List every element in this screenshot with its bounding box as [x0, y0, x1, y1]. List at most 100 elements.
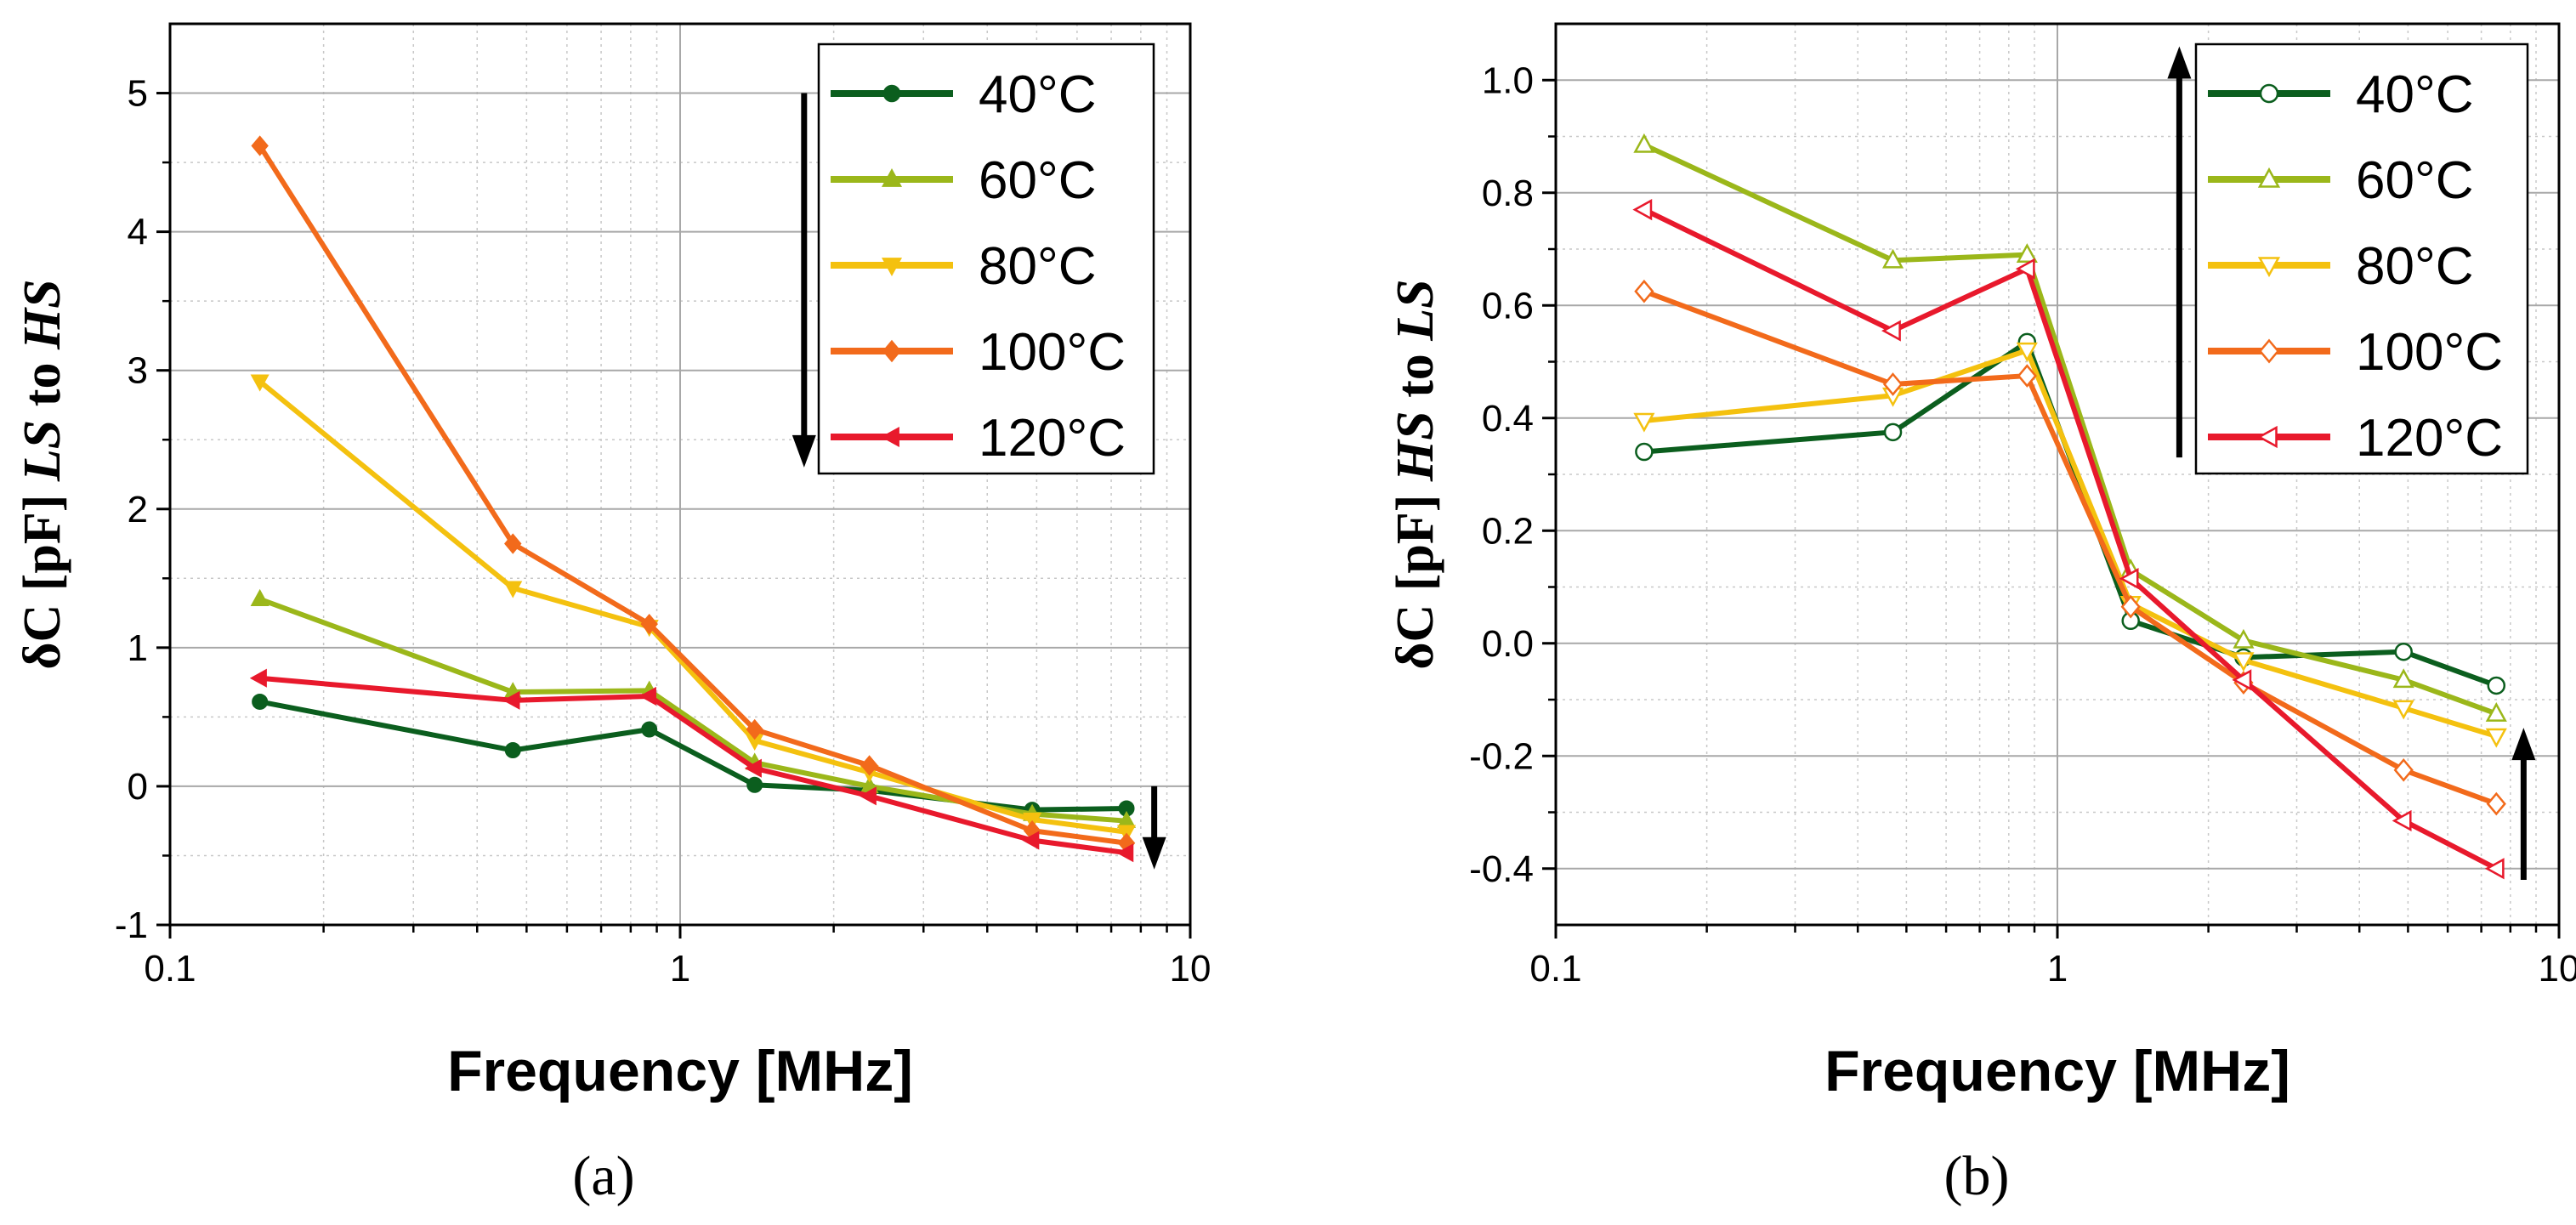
data-point — [859, 786, 877, 806]
legend-marker — [2257, 257, 2281, 278]
data-point — [860, 755, 878, 776]
x-tick-label: 0.1 — [144, 948, 196, 990]
ticks: 0.1 1 10 -1 0 1 2 3 4 5 — [115, 73, 1211, 990]
y-tick-label: 0.8 — [1482, 173, 1534, 214]
legend-marker — [882, 339, 902, 363]
data-point — [2486, 791, 2506, 816]
x-tick-label: 1 — [2047, 948, 2068, 990]
y-tick-label: 0.4 — [1482, 398, 1534, 440]
series-60°C — [250, 588, 1137, 828]
data-point — [1634, 279, 1654, 303]
data-point — [746, 776, 763, 793]
arrow-up-0-head — [2167, 46, 2192, 79]
arrow-down-0-head — [792, 434, 816, 468]
legend-label: 120°C — [2356, 409, 2503, 468]
legend-label: 120°C — [979, 409, 1126, 468]
x-tick-label: 1 — [670, 948, 690, 990]
legend-marker — [881, 258, 903, 276]
y-axis-title-part: HS — [14, 279, 71, 350]
legend-label: 100°C — [979, 323, 1126, 382]
y-axis-title: δC [pF] HS to LS — [1387, 279, 1444, 669]
legend-label: 60°C — [2356, 151, 2474, 210]
legend-label: 60°C — [979, 151, 1097, 210]
data-point — [250, 374, 270, 392]
data-point — [2119, 567, 2139, 590]
data-point — [2015, 258, 2035, 280]
legend-label: 40°C — [2356, 65, 2474, 124]
data-point — [2233, 652, 2255, 672]
y-tick-label: 5 — [128, 73, 148, 115]
y-tick-label: 0.0 — [1482, 623, 1534, 665]
data-point — [2485, 728, 2507, 748]
data-point — [502, 690, 520, 710]
legend-marker — [2256, 425, 2278, 449]
legend-box — [2194, 43, 2529, 475]
y-tick-label: 3 — [128, 350, 148, 392]
data-point — [2394, 642, 2413, 661]
data-point — [2487, 676, 2506, 695]
y-axis-title-part: HS — [1387, 411, 1444, 482]
panel-label: (a) — [572, 1145, 634, 1207]
data-point — [2017, 364, 2037, 388]
x-tick-label: 10 — [1170, 948, 1211, 990]
y-tick-label: 2 — [128, 489, 148, 530]
data-point — [2392, 700, 2414, 720]
y-axis-title-part: to — [1387, 341, 1444, 411]
data-point — [1881, 320, 1901, 342]
data-point — [2016, 342, 2038, 362]
y-tick-label: -0.2 — [1469, 735, 1534, 777]
data-point — [638, 686, 656, 706]
y-tick-label: 0.6 — [1482, 285, 1534, 326]
arrow-down-1-head — [1142, 837, 1166, 870]
data-point — [252, 693, 269, 710]
y-tick-label: 0 — [128, 766, 148, 808]
chart-panel-b: 0.1 1 10 -0.4 -0.2 0.0 0.2 0.4 0.6 0.8 1.0 Frequenc… — [1387, 22, 2576, 1207]
series-40°C — [252, 693, 1135, 819]
data-point — [640, 613, 658, 635]
legend-marker — [2257, 167, 2281, 188]
legend-marker — [881, 168, 903, 187]
series-120°C — [1632, 199, 2505, 880]
data-point — [2392, 809, 2412, 832]
arrow-up-1-head — [2511, 728, 2536, 761]
y-tick-label: 1 — [128, 627, 148, 669]
trend-arrows — [792, 93, 1166, 870]
legend-label: 40°C — [979, 65, 1097, 124]
x-tick-label: 0.1 — [1529, 948, 1581, 990]
legend-marker — [882, 84, 901, 103]
x-axis-title: Frequency [MHz] — [1824, 1039, 2290, 1103]
data-point — [2016, 243, 2038, 263]
y-axis-title: δC [pF] LS to HS — [14, 279, 71, 669]
data-point — [2484, 858, 2505, 880]
legend-marker — [2258, 338, 2280, 364]
legend-label: 80°C — [2356, 237, 2474, 296]
legend: 40°C 60°C 80°C 100°C 120°C — [817, 43, 1155, 475]
legend-label: 100°C — [2356, 323, 2503, 382]
y-axis-title-part: LS — [1387, 279, 1444, 341]
data-point — [1633, 133, 1655, 153]
legend-box — [817, 43, 1155, 475]
y-tick-label: 4 — [128, 212, 148, 253]
x-axis-title: Frequency [MHz] — [447, 1039, 913, 1103]
data-point — [1633, 412, 1655, 433]
y-axis-title-part: to — [14, 349, 71, 420]
y-tick-label: 0.2 — [1482, 510, 1534, 552]
data-point — [249, 668, 267, 688]
y-tick-label: -1 — [115, 905, 148, 946]
data-point — [2120, 594, 2141, 619]
legend: 40°C 60°C 80°C 100°C 120°C — [2194, 43, 2529, 475]
data-point — [1881, 248, 1904, 269]
y-axis-title-part: LS — [14, 420, 71, 482]
legend-label: 80°C — [979, 237, 1097, 296]
data-point — [250, 588, 270, 606]
y-axis-title-part: δC [pF] — [14, 481, 71, 670]
data-point — [503, 581, 523, 598]
data-point — [2392, 668, 2414, 689]
legend-marker — [2259, 83, 2279, 104]
data-point — [2485, 702, 2507, 722]
data-point — [504, 742, 521, 759]
data-point — [2232, 669, 2252, 691]
data-point — [2233, 628, 2255, 649]
y-tick-label: -0.4 — [1469, 848, 1534, 890]
